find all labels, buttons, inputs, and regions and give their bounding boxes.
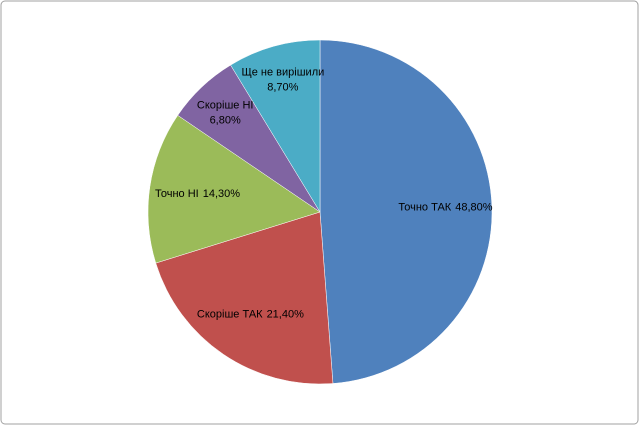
data-label: Скоріше ТАК 21,40%: [197, 308, 304, 320]
data-label: Скоріше НІ 6,80%: [197, 99, 254, 126]
pie-slice: [147, 114, 321, 264]
value-label: 21,40%: [267, 308, 305, 320]
value-label: 48,80%: [455, 201, 493, 213]
category-label: Скоріше НІ: [197, 99, 254, 111]
category-label: Ще не вирішили: [241, 66, 324, 78]
value-label: 14,30%: [203, 188, 241, 200]
category-label: Скоріше ТАК: [197, 308, 263, 320]
data-label: Ще не вирішили 8,70%: [241, 66, 324, 93]
category-label: Точно НІ: [155, 188, 199, 200]
data-label: Точно НІ 14,30%: [155, 188, 240, 200]
pie-slice: [155, 211, 334, 385]
pie-slice: [319, 39, 493, 384]
value-label: 8,70%: [267, 81, 298, 93]
data-label: Точно ТАК 48,80%: [398, 201, 492, 213]
value-label: 6,80%: [210, 114, 241, 126]
pie-slice: [230, 39, 321, 213]
category-label: Точно ТАК: [398, 201, 451, 213]
